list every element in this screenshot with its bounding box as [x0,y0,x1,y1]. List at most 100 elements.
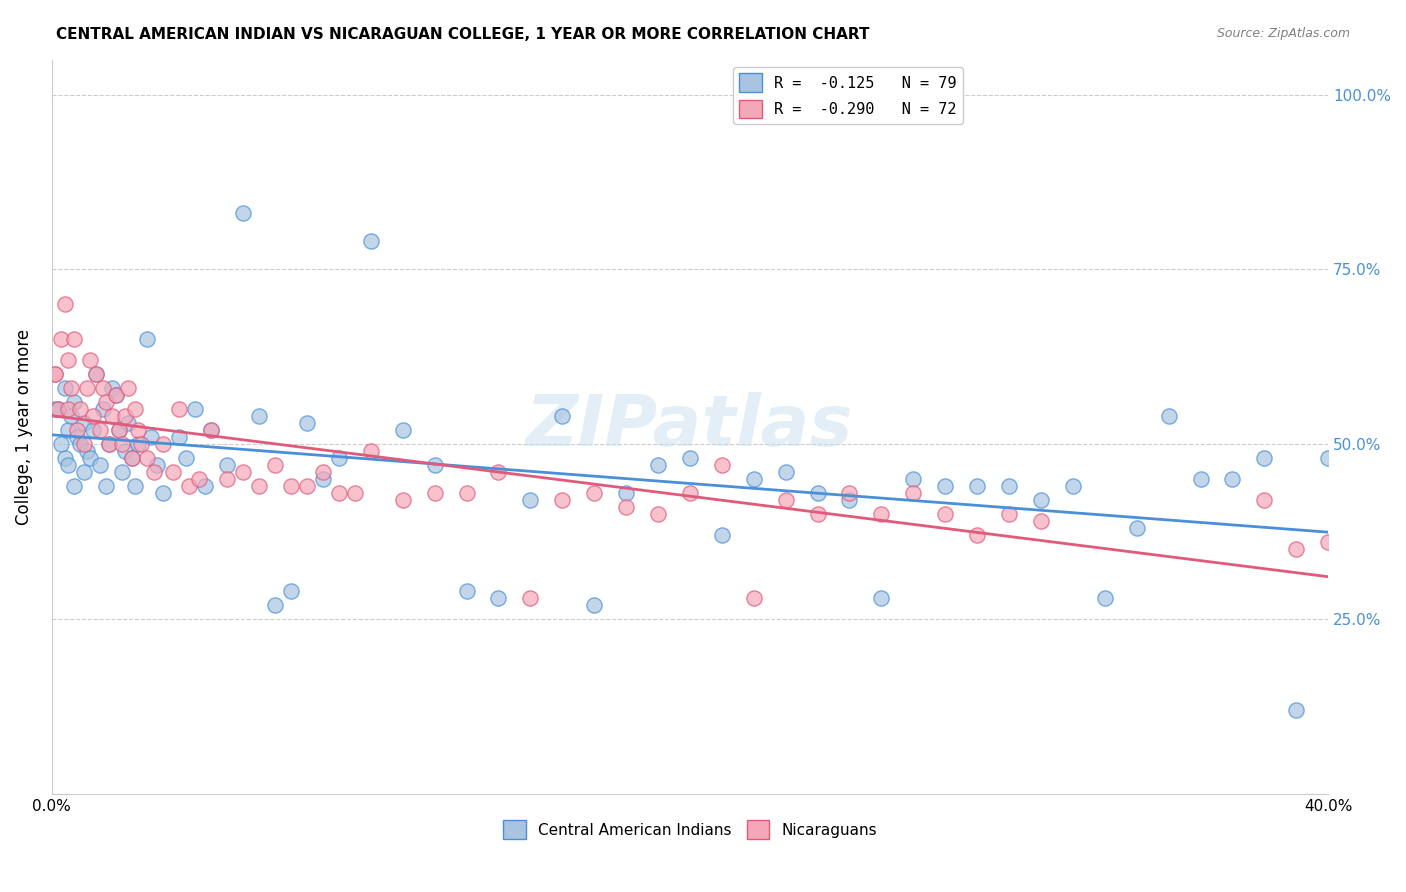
Point [82,423,104,437]
Point [838,486,860,500]
Point [583,598,606,612]
Point [152,486,174,500]
Point [710,528,733,542]
Point [742,472,765,486]
Point [614,486,637,500]
Point [806,486,828,500]
Text: ZIPatlas: ZIPatlas [526,392,853,461]
Point [162,465,184,479]
Point [391,423,413,437]
Point [139,430,162,444]
Point [360,444,382,458]
Point [73,437,96,451]
Point [86,368,108,382]
Point [56,353,79,368]
Point [1253,493,1275,508]
Point [551,493,574,508]
Point [63,395,86,409]
Point [98,437,121,451]
Text: Source: ZipAtlas.com: Source: ZipAtlas.com [1216,27,1350,40]
Point [775,465,797,479]
Point [217,472,239,486]
Point [44,368,66,382]
Point [177,479,200,493]
Point [136,451,159,466]
Point [111,437,134,451]
Point [66,430,89,444]
Point [312,472,335,486]
Point [104,388,127,402]
Point [101,409,124,424]
Point [46,402,69,417]
Point [423,458,446,473]
Point [247,479,270,493]
Point [232,206,254,220]
Legend: Central American Indians, Nicaraguans: Central American Indians, Nicaraguans [496,814,883,845]
Point [966,528,988,542]
Point [934,507,956,521]
Point [488,591,510,606]
Point [117,381,139,395]
Point [101,381,124,395]
Point [136,332,159,346]
Point [127,423,149,437]
Point [82,409,104,424]
Point [679,451,702,466]
Point [1222,472,1244,486]
Point [56,423,79,437]
Point [264,598,287,612]
Point [679,486,702,500]
Point [89,458,111,473]
Point [1029,493,1052,508]
Point [146,458,169,473]
Point [169,402,191,417]
Point [870,591,893,606]
Point [280,584,302,599]
Point [488,465,510,479]
Point [73,417,96,431]
Point [124,402,146,417]
Point [998,479,1021,493]
Point [53,451,76,466]
Point [98,437,121,451]
Point [1189,472,1212,486]
Point [142,465,165,479]
Point [79,353,101,368]
Point [614,500,637,515]
Point [456,584,478,599]
Point [107,423,129,437]
Point [117,417,139,431]
Point [1285,542,1308,557]
Point [69,437,91,451]
Point [519,493,541,508]
Point [51,332,73,346]
Point [59,409,82,424]
Point [583,486,606,500]
Point [79,451,101,466]
Point [264,458,287,473]
Point [94,479,117,493]
Point [217,458,239,473]
Point [295,417,318,431]
Point [838,493,860,508]
Point [69,402,91,417]
Point [174,451,197,466]
Point [1285,703,1308,717]
Point [232,465,254,479]
Point [59,381,82,395]
Point [194,479,217,493]
Point [51,437,73,451]
Point [73,465,96,479]
Point [44,402,66,417]
Point [423,486,446,500]
Point [121,451,143,466]
Point [551,409,574,424]
Point [107,423,129,437]
Point [86,368,108,382]
Point [89,423,111,437]
Point [76,444,98,458]
Point [94,395,117,409]
Point [1094,591,1116,606]
Point [46,402,69,417]
Point [114,444,136,458]
